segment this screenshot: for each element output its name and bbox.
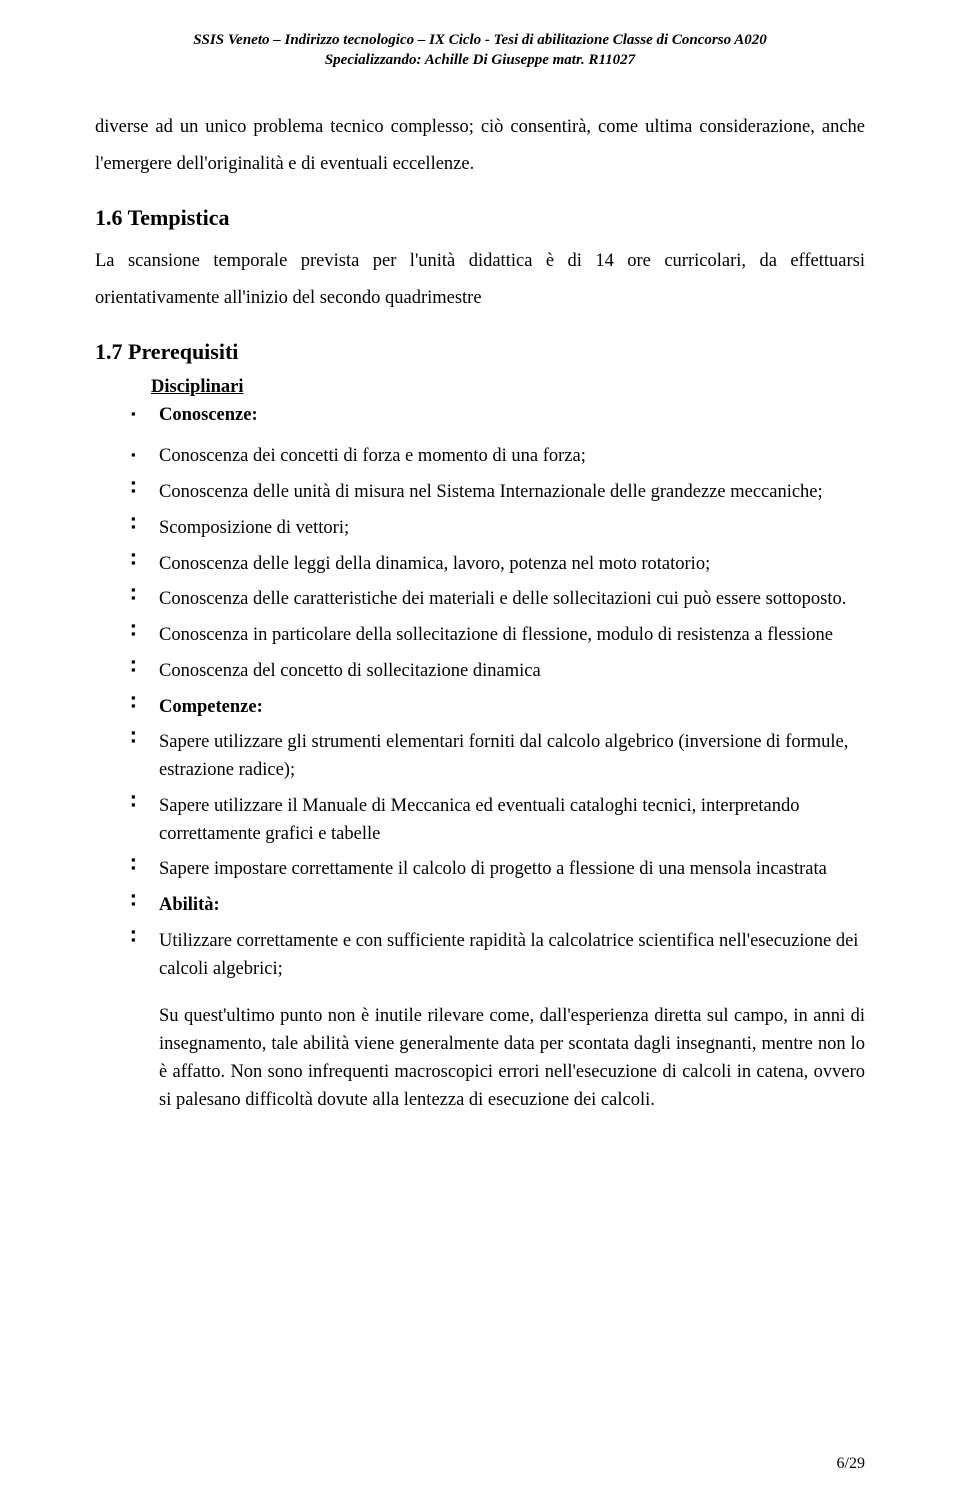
list-item: Sapere utilizzare il Manuale di Meccanic… (131, 793, 865, 849)
list-item: Scomposizione di vettori; (131, 515, 865, 543)
prerequisiti-list: Conoscenze: (131, 402, 865, 430)
list-item-empty (131, 785, 865, 793)
list-item-empty (131, 884, 865, 892)
conoscenze-heading: Conoscenze: (131, 402, 865, 430)
list-item-empty (131, 721, 865, 729)
page-number: 6/29 (837, 1455, 865, 1473)
conoscenze-list: Conoscenza dei concetti di forza e momen… (131, 443, 865, 983)
page-header: SSIS Veneto – Indirizzo tecnologico – IX… (95, 30, 865, 71)
list-item-empty (131, 507, 865, 515)
section-1-6-title: 1.6 Tempistica (95, 205, 865, 231)
section-1-6-text: La scansione temporale prevista per l'un… (95, 243, 865, 317)
list-item: Conoscenza in particolare della sollecit… (131, 622, 865, 650)
list-item-empty (131, 471, 865, 479)
list-item: Conoscenza delle unità di misura nel Sis… (131, 479, 865, 507)
abilita-heading: Abilità: (131, 892, 865, 920)
disciplinari-label: Disciplinari (151, 377, 865, 398)
header-line-2: Specializzando: Achille Di Giuseppe matr… (95, 50, 865, 70)
list-item-empty (131, 614, 865, 622)
list-item-empty (131, 686, 865, 694)
list-item: Sapere impostare correttamente il calcol… (131, 856, 865, 884)
closing-paragraph: Su quest'ultimo punto non è inutile rile… (159, 1003, 865, 1114)
section-1-7-title: 1.7 Prerequisiti (95, 339, 865, 365)
list-item: Utilizzare correttamente e con sufficien… (131, 928, 865, 984)
list-item-empty (131, 578, 865, 586)
list-item-empty (131, 650, 865, 658)
list-item: Conoscenza del concetto di sollecitazion… (131, 658, 865, 686)
competenze-heading: Competenze: (131, 694, 865, 722)
list-item-empty (131, 848, 865, 856)
list-item-empty (131, 920, 865, 928)
list-item-empty (131, 543, 865, 551)
list-item: Sapere utilizzare gli strumenti elementa… (131, 729, 865, 785)
list-item: Conoscenza dei concetti di forza e momen… (131, 443, 865, 471)
intro-paragraph: diverse ad un unico problema tecnico com… (95, 109, 865, 183)
list-item: Conoscenza delle caratteristiche dei mat… (131, 586, 865, 614)
document-page: SSIS Veneto – Indirizzo tecnologico – IX… (0, 0, 960, 1503)
list-item: Conoscenza delle leggi della dinamica, l… (131, 551, 865, 579)
header-line-1: SSIS Veneto – Indirizzo tecnologico – IX… (95, 30, 865, 50)
